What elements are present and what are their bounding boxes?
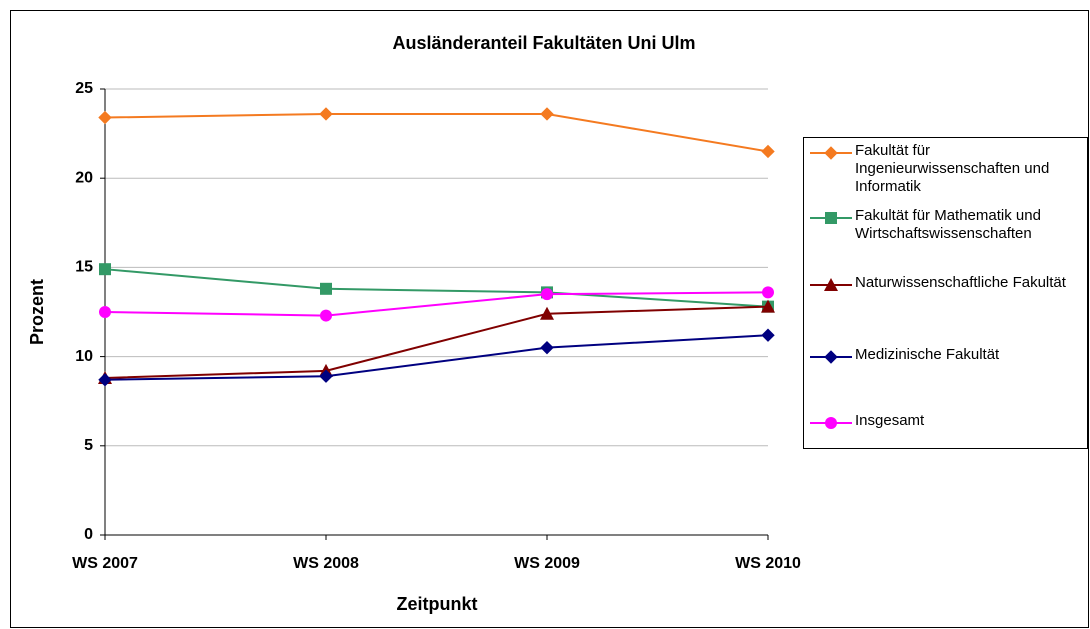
y-tick-label: 25 <box>75 80 93 97</box>
legend-symbol <box>810 350 852 364</box>
marker <box>319 107 333 121</box>
y-tick-label: 20 <box>75 169 93 186</box>
marker <box>762 286 774 299</box>
x-tick-label: WS 2008 <box>293 555 359 572</box>
legend-label: Fakultät für Mathematik und Wirtschaftsw… <box>855 207 1041 242</box>
series-line <box>104 334 769 381</box>
legend-label: Naturwissenschaftliche Fakultät <box>855 274 1066 291</box>
series-line <box>104 112 769 153</box>
marker <box>320 309 332 322</box>
legend-label: Insgesamt <box>855 412 925 429</box>
marker <box>825 417 837 429</box>
y-tick-label: 0 <box>84 526 93 543</box>
marker <box>824 278 838 291</box>
legend: Fakultät für Ingenieurwissenschaften und… <box>803 137 1088 449</box>
marker <box>320 282 332 295</box>
marker <box>761 299 775 313</box>
marker <box>541 288 553 301</box>
chart-title: Ausländeranteil Fakultäten Uni Ulm <box>392 33 695 53</box>
marker <box>825 212 837 224</box>
legend-symbol <box>810 278 852 291</box>
marker <box>540 306 554 320</box>
marker <box>540 340 554 355</box>
series-line <box>104 291 769 317</box>
legend-symbol <box>810 212 852 224</box>
legend-label: Fakultät für Ingenieurwissenschaften und… <box>855 142 1050 195</box>
y-tick-label: 15 <box>75 259 93 276</box>
legend-symbol <box>810 146 852 160</box>
series-line <box>104 268 769 308</box>
marker <box>319 369 333 383</box>
marker <box>98 110 112 125</box>
y-tick-label: 10 <box>75 348 93 365</box>
marker <box>98 373 112 387</box>
marker <box>99 306 111 318</box>
legend-symbol <box>810 417 852 429</box>
marker <box>761 328 775 342</box>
y-axis-label: Prozent <box>27 279 47 345</box>
marker <box>824 350 838 364</box>
legend-label: Medizinische Fakultät <box>855 346 1000 363</box>
series-line <box>104 305 769 380</box>
marker <box>99 263 111 276</box>
y-tick-label: 5 <box>84 437 93 454</box>
marker <box>540 107 554 121</box>
x-axis-label: Zeitpunkt <box>397 594 478 614</box>
marker <box>824 146 838 160</box>
x-tick-label: WS 2007 <box>72 555 138 572</box>
marker <box>761 144 775 159</box>
x-tick-label: WS 2009 <box>514 555 580 572</box>
x-tick-label: WS 2010 <box>735 555 801 572</box>
